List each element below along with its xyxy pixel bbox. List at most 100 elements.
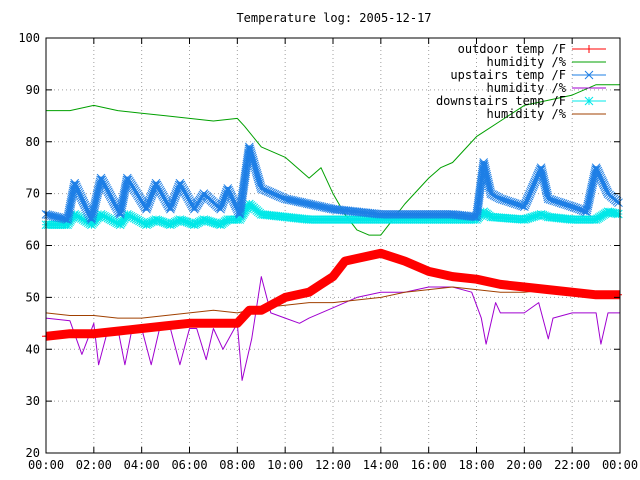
data-point <box>193 218 202 228</box>
data-point <box>100 211 109 221</box>
data-point <box>274 297 283 306</box>
series-line <box>45 276 620 381</box>
data-point <box>380 250 389 259</box>
data-point <box>116 204 126 213</box>
data-point <box>280 194 290 204</box>
data-point <box>613 209 623 219</box>
data-point <box>277 295 286 304</box>
data-point <box>66 199 75 209</box>
data-point <box>120 185 130 194</box>
data-point <box>302 199 312 208</box>
data-point <box>405 259 414 268</box>
series-2 <box>41 142 623 224</box>
data-point <box>98 210 108 220</box>
y-tick-label: 40 <box>26 342 40 356</box>
data-point <box>153 215 163 225</box>
data-point <box>157 217 166 226</box>
data-point <box>175 215 185 224</box>
data-point <box>386 252 395 261</box>
data-point <box>68 190 77 200</box>
data-point <box>614 198 623 208</box>
data-point <box>138 218 148 228</box>
data-point <box>304 199 314 209</box>
y-tick-label: 20 <box>26 446 40 460</box>
y-tick-label: 80 <box>26 135 40 149</box>
data-point <box>199 215 209 224</box>
series-3 <box>45 276 620 381</box>
data-point <box>282 194 292 204</box>
legend-label: humidity /% <box>487 55 567 69</box>
data-point <box>118 198 127 208</box>
data-point <box>312 201 321 210</box>
data-point <box>162 219 172 228</box>
data-point <box>393 254 402 263</box>
data-point <box>47 211 56 221</box>
data-point <box>148 216 158 226</box>
legend-label: downstairs temp /F <box>436 94 566 108</box>
data-point <box>64 207 74 217</box>
data-point <box>391 254 400 263</box>
data-point <box>206 217 216 227</box>
data-point <box>189 220 199 230</box>
data-point <box>129 213 139 223</box>
data-point <box>131 214 141 224</box>
data-point <box>63 213 73 223</box>
data-point <box>119 190 129 200</box>
data-point <box>542 211 551 221</box>
data-point <box>378 249 387 258</box>
data-point <box>146 217 156 227</box>
data-point <box>301 198 310 208</box>
data-point <box>48 211 58 221</box>
data-point <box>411 261 419 270</box>
data-point <box>65 201 75 211</box>
data-point <box>63 211 73 221</box>
data-point <box>267 300 276 309</box>
data-point <box>384 251 393 260</box>
data-point <box>419 265 428 274</box>
data-point <box>66 196 76 205</box>
data-point <box>315 202 325 211</box>
data-point <box>203 216 212 226</box>
x-tick-label: 22:00 <box>554 458 590 472</box>
data-point <box>107 215 116 225</box>
data-point <box>180 217 190 226</box>
data-point <box>212 219 222 228</box>
data-point <box>115 210 125 219</box>
y-tick-label: 50 <box>26 290 40 304</box>
data-point <box>136 217 146 227</box>
data-point <box>317 202 327 212</box>
data-point <box>521 214 531 224</box>
data-point <box>536 210 546 219</box>
data-point <box>421 265 430 274</box>
data-point <box>50 212 60 221</box>
data-point <box>284 195 294 204</box>
data-point <box>143 219 153 229</box>
data-point <box>67 194 77 203</box>
data-point <box>264 302 273 311</box>
x-tick-label: 04:00 <box>124 458 160 472</box>
data-point <box>182 217 192 227</box>
y-tick-label: 60 <box>26 239 40 253</box>
data-point <box>523 214 533 223</box>
data-point <box>407 260 416 269</box>
data-point <box>389 253 398 262</box>
data-point <box>269 299 278 308</box>
data-point <box>186 219 196 228</box>
data-point <box>43 210 53 220</box>
data-point <box>243 307 252 316</box>
data-point <box>265 301 274 310</box>
data-point <box>117 200 127 210</box>
data-point <box>310 200 319 210</box>
data-point <box>387 252 396 261</box>
series-layer <box>41 84 623 381</box>
data-point <box>177 215 187 225</box>
data-point <box>128 212 137 222</box>
data-point <box>201 215 211 225</box>
data-point <box>519 215 529 224</box>
legend-marker <box>584 70 594 80</box>
data-point <box>160 218 170 228</box>
y-tick-label: 100 <box>18 31 40 45</box>
data-point <box>179 216 188 226</box>
data-point <box>210 218 220 228</box>
